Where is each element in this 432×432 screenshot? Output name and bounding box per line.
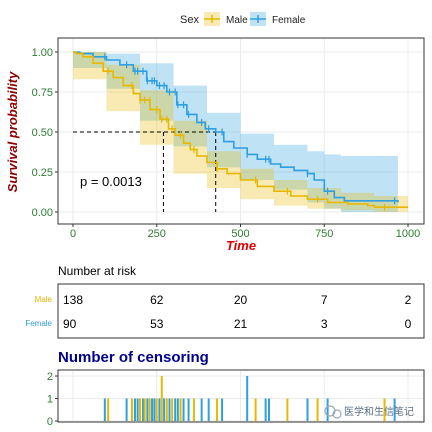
risk-table-title: Number at risk <box>58 264 137 278</box>
censoring-bar <box>171 398 174 421</box>
y-axis-title: Survival probability <box>5 71 20 192</box>
risk-cell-male: 138 <box>63 293 83 307</box>
censoring-bar <box>163 398 166 421</box>
risk-strata-female: Female <box>25 319 52 328</box>
censoring-bar <box>146 398 149 421</box>
median-survival-lines <box>73 131 217 212</box>
y-tick-label: 1.00 <box>32 47 53 59</box>
censoring-bar <box>216 398 219 421</box>
x-tick-label: 750 <box>315 228 333 240</box>
censoring-bar <box>286 398 289 421</box>
censoring-bar <box>383 398 386 421</box>
risk-cell-female: 90 <box>63 317 77 331</box>
censoring-bar <box>182 398 185 421</box>
x-axis-title: Time <box>226 238 256 253</box>
p-value-annotation: p = 0.0013 <box>80 174 142 189</box>
censoring-bars <box>103 376 396 421</box>
confidence-bands <box>73 52 408 212</box>
risk-strata-male: Male <box>35 295 53 304</box>
censoring-bar <box>306 398 309 421</box>
risk-cell-female: 3 <box>321 317 328 331</box>
censoring-bar <box>221 398 224 421</box>
censoring-bar <box>254 398 257 421</box>
survival-curve-female <box>73 51 399 203</box>
censoring-bar <box>142 398 145 421</box>
censoring-y-ticks: 0 1 2 <box>47 371 58 428</box>
censoring-bar <box>143 398 146 421</box>
censoring-bar <box>179 398 182 421</box>
survival-grid <box>59 39 423 223</box>
censoring-bar <box>176 398 179 421</box>
censoring-bar <box>130 398 133 421</box>
censoring-bar <box>133 398 136 421</box>
legend-key-female <box>250 12 266 26</box>
censor-y-tick-label: 2 <box>47 371 53 383</box>
risk-cell-female: 21 <box>234 317 248 331</box>
y-tick-label: 0.25 <box>32 167 53 179</box>
risk-table: Number at risk Male Female 138 62 20 7 2 90 53… <box>25 264 425 339</box>
risk-cell-male: 7 <box>321 293 328 307</box>
legend-key-male <box>204 12 220 26</box>
censoring-bar <box>165 398 168 421</box>
censoring-bar <box>267 398 270 421</box>
y-axis-ticks: 0.00 0.25 0.50 0.75 1.00 <box>32 47 58 219</box>
censoring-bar <box>125 398 128 421</box>
censoring-bar <box>158 398 161 421</box>
censoring-grid <box>59 371 423 422</box>
censoring-bar <box>246 376 249 421</box>
watermark: 医学和生信笔记 <box>324 405 414 419</box>
censoring-bar <box>200 398 203 421</box>
x-tick-label: 250 <box>148 228 166 240</box>
censoring-bar <box>192 398 195 421</box>
censoring-panel: Number of censoring 0 1 2 <box>47 349 425 428</box>
ci-band-female <box>73 52 398 212</box>
risk-cell-male: 20 <box>234 293 248 307</box>
censor-y-tick-label: 1 <box>47 394 53 406</box>
x-tick-label: 1000 <box>396 228 420 240</box>
y-tick-label: 0.75 <box>32 87 53 99</box>
survival-curves <box>73 51 408 208</box>
survival-curve-male <box>73 51 408 208</box>
censoring-bar <box>316 398 319 421</box>
risk-cell-male: 2 <box>405 293 412 307</box>
censor-marks <box>104 53 396 211</box>
legend-label-female: Female <box>272 15 306 26</box>
survival-panel: p = 0.0013 0.00 0.25 0.50 0.75 1.00 0 250 500 7… <box>5 37 425 253</box>
y-tick-label: 0.50 <box>32 127 53 139</box>
censoring-bar <box>174 398 177 421</box>
censoring-bar <box>107 398 110 421</box>
x-tick-label: 500 <box>231 228 249 240</box>
censoring-title: Number of censoring <box>58 349 209 366</box>
censoring-bar <box>139 398 141 421</box>
censoring-bar <box>148 398 151 421</box>
censoring-bar <box>160 376 163 421</box>
ci-band-male <box>73 52 408 212</box>
risk-cell-female: 53 <box>150 317 164 331</box>
x-tick-label: 0 <box>70 228 76 240</box>
censoring-bar <box>168 398 171 421</box>
risk-cell-male: 62 <box>150 293 164 307</box>
risk-table-box <box>57 283 425 339</box>
censoring-bar <box>187 398 190 421</box>
censoring-bar <box>151 398 154 421</box>
censoring-bar <box>264 398 267 421</box>
censoring-bar <box>393 398 396 421</box>
wechat-icon <box>324 405 342 419</box>
risk-cells: 138 62 20 7 2 90 53 21 3 0 <box>63 293 412 331</box>
legend-title: Sex <box>180 14 199 26</box>
x-axis-ticks: 0 250 500 750 1000 <box>70 224 420 240</box>
censoring-bar <box>207 398 210 421</box>
censoring-bar <box>136 398 139 421</box>
censoring-bar <box>326 398 329 421</box>
y-tick-label: 0.00 <box>32 207 53 219</box>
censoring-bar <box>155 398 158 421</box>
legend: Sex Male Female <box>180 12 306 26</box>
censoring-bar <box>153 398 156 421</box>
risk-cell-female: 0 <box>405 317 412 331</box>
censor-y-tick-label: 0 <box>47 416 53 428</box>
censoring-bar <box>103 398 106 421</box>
legend-label-male: Male <box>226 15 248 26</box>
watermark-text: 医学和生信笔记 <box>344 405 414 418</box>
